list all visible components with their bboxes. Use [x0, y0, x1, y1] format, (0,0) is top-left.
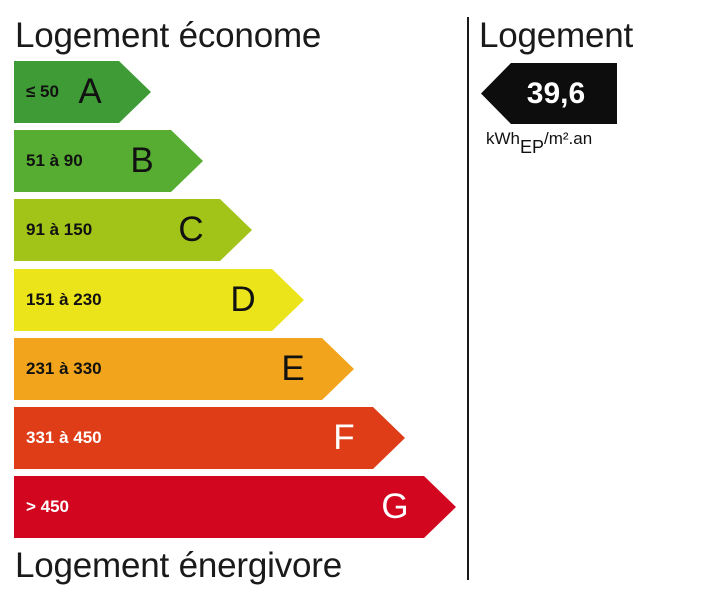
band-g: > 450 G: [14, 476, 456, 538]
band-letter: B: [130, 141, 154, 180]
band-range: 91 à 150: [26, 220, 93, 239]
band-d: 151 à 230 D: [14, 269, 304, 331]
band-letter: G: [381, 487, 409, 526]
band-range: 51 à 90: [26, 151, 83, 170]
unit-suffix: /m².an: [544, 129, 593, 148]
band-letter: A: [78, 72, 102, 111]
band-letter: E: [281, 349, 305, 388]
band-arrow: [14, 269, 304, 331]
unit-subscript: EP: [520, 137, 545, 157]
band-f: 331 à 450 F: [14, 407, 405, 469]
consumption-unit: kWhEP/m².an: [486, 128, 593, 157]
title-housing: Logement: [479, 16, 634, 55]
band-arrow: [14, 407, 405, 469]
band-arrow: [14, 476, 456, 538]
band-arrow: [14, 199, 252, 261]
band-letter: C: [178, 210, 204, 249]
title-efficient: Logement économe: [15, 16, 322, 55]
band-range: 231 à 330: [26, 359, 102, 378]
band-arrow: [14, 61, 151, 123]
band-arrow: [14, 338, 354, 400]
band-range: ≤ 50: [26, 82, 59, 101]
band-range: > 450: [26, 497, 70, 516]
band-range: 151 à 230: [26, 290, 102, 309]
band-e: 231 à 330 E: [14, 338, 354, 400]
band-b: 51 à 90 B: [14, 130, 203, 192]
band-letter: D: [230, 280, 256, 319]
consumption-indicator: 39,6: [481, 63, 617, 124]
band-letter: F: [333, 418, 355, 457]
band-range: 331 à 450: [26, 428, 102, 447]
band-c: 91 à 150 C: [14, 199, 252, 261]
consumption-value: 39,6: [526, 77, 586, 110]
band-arrow: [14, 130, 203, 192]
title-inefficient: Logement énergivore: [15, 546, 342, 585]
unit-prefix: kWh: [486, 129, 520, 148]
indicator-arrow: [481, 63, 617, 124]
band-a: ≤ 50 A: [14, 61, 151, 123]
divider: [467, 17, 469, 580]
